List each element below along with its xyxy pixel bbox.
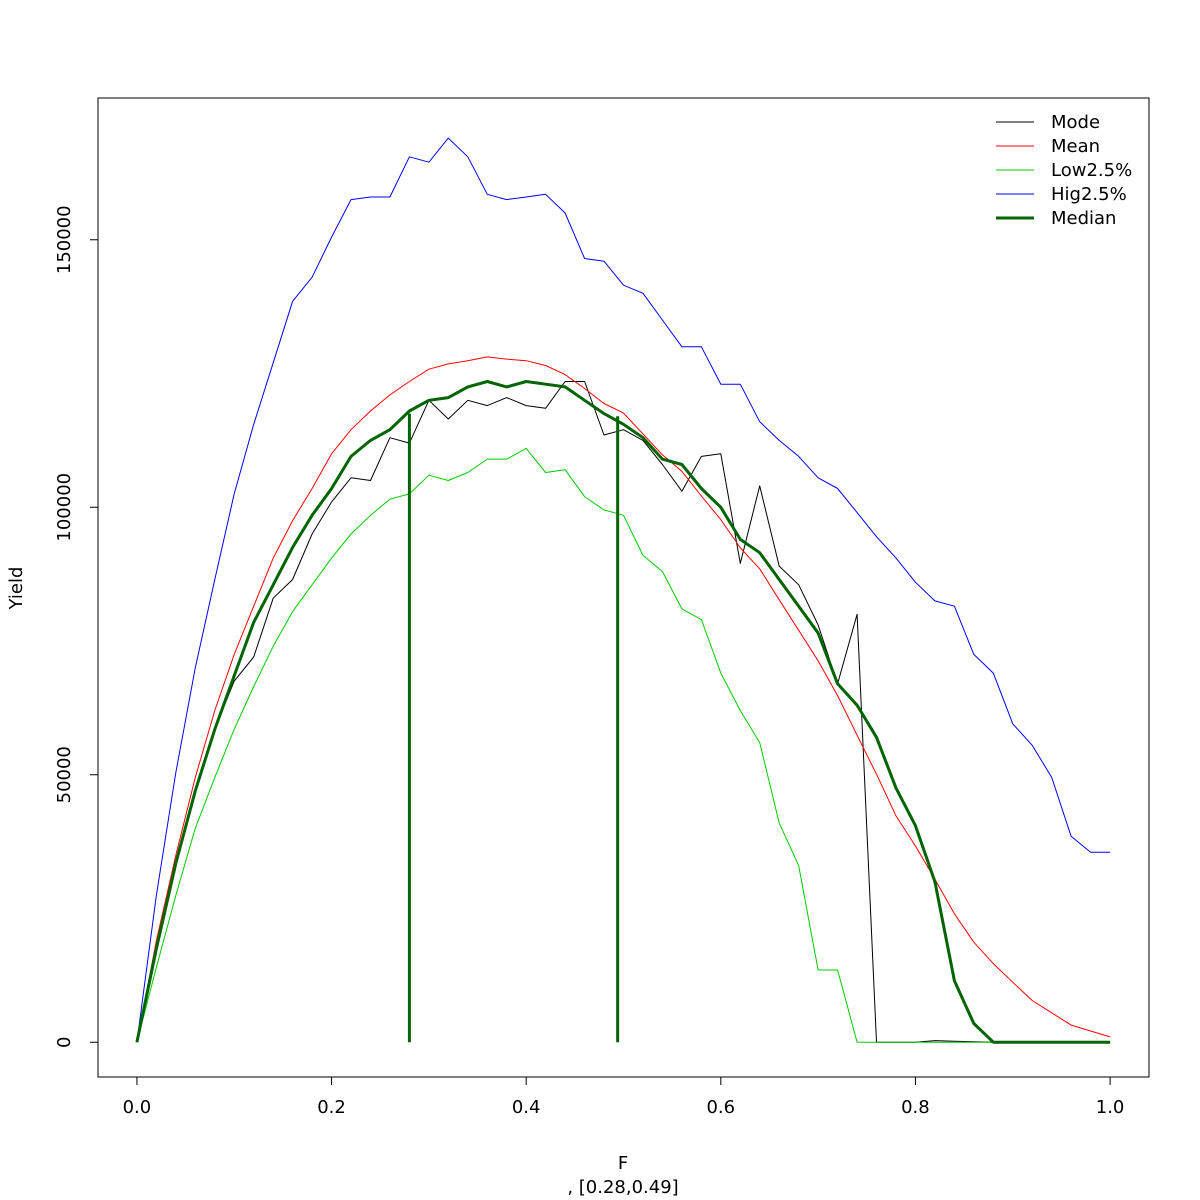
legend-label: Mean xyxy=(1051,136,1100,157)
series-line-median xyxy=(135,380,1111,1044)
x-tick-label: 0.0 xyxy=(123,1097,152,1118)
x-tick-label: 1.0 xyxy=(1096,1097,1125,1118)
y-axis: 0 50000 100000 150000 xyxy=(54,205,99,1048)
x-tick-label: 0.8 xyxy=(901,1097,930,1118)
y-tick-label: 100000 xyxy=(54,473,75,542)
y-tick-label: 50000 xyxy=(54,746,75,803)
series-layer xyxy=(135,137,1111,1044)
series-line-mean xyxy=(136,356,1111,1043)
x-tick-label: 0.6 xyxy=(706,1097,735,1118)
plot-frame xyxy=(97,97,1150,1078)
legend: Mode Mean Low2.5% Hig2.5% Median xyxy=(996,112,1132,229)
series-line-hig2-5 xyxy=(136,137,1111,1043)
y-axis-label: Yield xyxy=(6,567,27,611)
legend-label: Hig2.5% xyxy=(1051,184,1127,205)
legend-label: Median xyxy=(1051,208,1116,229)
vertical-markers xyxy=(407,413,620,1043)
legend-label: Low2.5% xyxy=(1051,160,1132,181)
series-line-low2-5 xyxy=(136,447,1111,1043)
x-tick-label: 0.2 xyxy=(317,1097,346,1118)
legend-label: Mode xyxy=(1051,112,1100,133)
series-line-mode xyxy=(136,381,1111,1043)
x-tick-label: 0.4 xyxy=(512,1097,541,1118)
x-axis-label: F xyxy=(618,1153,628,1174)
y-tick-label: 150000 xyxy=(54,205,75,274)
x-axis-sublabel: , [0.28,0.49] xyxy=(567,1177,678,1198)
x-axis: 0.0 0.2 0.4 0.6 0.8 1.0 xyxy=(123,1076,1125,1118)
y-tick-label: 0 xyxy=(54,1037,75,1048)
